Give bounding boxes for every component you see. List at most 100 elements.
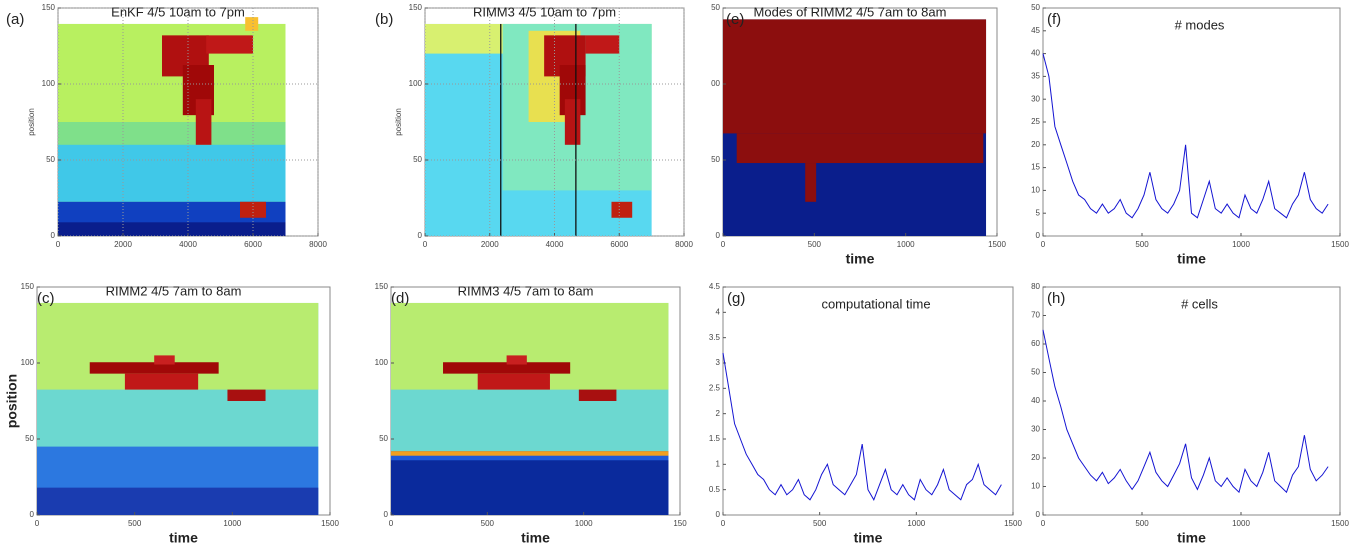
panel-label: (f) bbox=[1047, 11, 1061, 28]
y-tick-label: 70 bbox=[1031, 311, 1040, 320]
y-tick-label: 50 bbox=[711, 3, 720, 12]
chart-title: RIMM3 4/5 10am to 7pm bbox=[473, 4, 616, 19]
chart-title: RIMM3 4/5 7am to 8am bbox=[458, 283, 594, 298]
y-tick-label: 50 bbox=[25, 434, 34, 443]
panel: 0 500 1000 1500 0 5 10 15 20 25 30 35 40 45 50 (f) # mod… bbox=[1031, 3, 1349, 267]
x-axis-label: time bbox=[1177, 530, 1206, 546]
y-tick-label: 30 bbox=[1031, 94, 1040, 103]
panel-label: (g) bbox=[727, 290, 745, 307]
y-tick-label: 0 bbox=[716, 510, 721, 519]
y-tick-label: 4 bbox=[716, 307, 721, 316]
panel: 0 2000 4000 6000 8000 0 50 100 150 (a) EnKF 4/5 10… bbox=[6, 3, 327, 249]
heatmap-region bbox=[154, 355, 175, 365]
y-tick-label: 50 bbox=[1031, 368, 1040, 377]
x-axis-label: time bbox=[1177, 251, 1206, 267]
x-axis-label: time bbox=[169, 530, 198, 546]
x-axis-label: time bbox=[846, 251, 875, 267]
panel: 0 2000 4000 6000 8000 0 50 100 150 (b) RIMM3 4/5 1… bbox=[375, 3, 693, 249]
x-tick-label: 0 bbox=[56, 240, 61, 249]
heatmap-region bbox=[391, 451, 669, 456]
y-tick-label: 40 bbox=[1031, 396, 1040, 405]
heatmap-region bbox=[58, 144, 286, 202]
x-tick-label: 500 bbox=[808, 240, 822, 249]
chart-title: computational time bbox=[821, 296, 930, 311]
x-axis-label: time bbox=[521, 530, 550, 546]
x-tick-label: 0 bbox=[1041, 519, 1046, 528]
heatmap-region bbox=[477, 373, 550, 390]
y-tick-label: 150 bbox=[409, 3, 423, 12]
x-tick-label: 1500 bbox=[321, 519, 339, 528]
x-tick-label: 1000 bbox=[1232, 519, 1250, 528]
plot-area bbox=[1042, 286, 1341, 516]
panel-label: (b) bbox=[375, 11, 393, 28]
heatmap-region bbox=[89, 362, 219, 374]
chart-title: # cells bbox=[1181, 296, 1218, 311]
chart-title: Modes of RIMM2 4/5 7am to 8am bbox=[754, 4, 947, 19]
y-tick-label: 0 bbox=[418, 231, 423, 240]
heatmap-region bbox=[585, 35, 620, 54]
heatmap-region bbox=[575, 23, 577, 237]
y-tick-label: 10 bbox=[1031, 482, 1040, 491]
y-tick-label: 0 bbox=[384, 510, 389, 519]
heatmap-region bbox=[805, 163, 817, 202]
x-tick-label: 1500 bbox=[988, 240, 1006, 249]
y-tick-label: 0 bbox=[1036, 510, 1041, 519]
x-tick-label: 0 bbox=[721, 240, 726, 249]
heatmap-region bbox=[564, 99, 581, 145]
y-tick-label: 1 bbox=[716, 459, 721, 468]
x-tick-label: 6000 bbox=[244, 240, 262, 249]
panel-label: (c) bbox=[37, 290, 55, 307]
chart-title: # modes bbox=[1175, 17, 1225, 32]
x-tick-label: 1500 bbox=[1331, 240, 1349, 249]
plot-area bbox=[722, 286, 1014, 516]
x-tick-label: 500 bbox=[1135, 519, 1149, 528]
y-tick-label: 80 bbox=[1031, 282, 1040, 291]
panel: 0 500 1000 1500 0 10 20 30 40 50 60 70 80 (h) # cells t… bbox=[1031, 282, 1349, 546]
x-tick-label: 1000 bbox=[1232, 240, 1250, 249]
heatmap-region bbox=[500, 23, 502, 237]
x-axis-label: time bbox=[854, 530, 883, 546]
x-tick-label: 500 bbox=[481, 519, 495, 528]
y-tick-label: 50 bbox=[379, 434, 388, 443]
y-tick-label: 100 bbox=[375, 358, 389, 367]
y-tick-label: 150 bbox=[42, 3, 56, 12]
y-tick-label: 50 bbox=[413, 155, 422, 164]
y-tick-label: 0.5 bbox=[709, 485, 721, 494]
x-tick-label: 0 bbox=[423, 240, 428, 249]
y-axis-label: position bbox=[4, 374, 20, 428]
heatmap-region bbox=[391, 460, 669, 515]
y-tick-label: 45 bbox=[1031, 26, 1040, 35]
x-tick-label: 1000 bbox=[575, 519, 593, 528]
y-tick-label: 5 bbox=[1036, 208, 1041, 217]
y-tick-label: 50 bbox=[1031, 3, 1040, 12]
chart-title: EnKF 4/5 10am to 7pm bbox=[111, 4, 245, 19]
panel: 0 500 1000 1500 0 0.5 1 1.5 2 2.5 3 3.5 4 4.5 (g) compu… bbox=[709, 282, 1023, 546]
x-tick-label: 1000 bbox=[907, 519, 925, 528]
y-tick-label: 0 bbox=[30, 510, 35, 519]
y-axis-label: position bbox=[394, 108, 403, 136]
y-tick-label: 4.5 bbox=[709, 282, 721, 291]
y-tick-label: 100 bbox=[21, 358, 35, 367]
data-line bbox=[1042, 53, 1329, 219]
x-tick-label: 0 bbox=[1041, 240, 1046, 249]
panel-label: (h) bbox=[1047, 290, 1065, 307]
y-tick-label: 150 bbox=[21, 282, 35, 291]
x-tick-label: 500 bbox=[813, 519, 827, 528]
panel-label: (e) bbox=[726, 11, 744, 28]
data-line bbox=[1042, 329, 1329, 494]
y-tick-label: 40 bbox=[1031, 49, 1040, 58]
y-tick-label: 35 bbox=[1031, 72, 1040, 81]
panel-label: (d) bbox=[391, 290, 409, 307]
y-tick-label: 3 bbox=[716, 358, 721, 367]
y-tick-label: 150 bbox=[375, 282, 389, 291]
heatmap-region bbox=[723, 19, 987, 134]
plot-area bbox=[1042, 7, 1341, 237]
x-tick-label: 0 bbox=[721, 519, 726, 528]
x-tick-label: 0 bbox=[35, 519, 40, 528]
x-tick-label: 500 bbox=[128, 519, 142, 528]
x-tick-label: 150 bbox=[673, 519, 687, 528]
x-tick-label: 4000 bbox=[546, 240, 564, 249]
heatmap-region bbox=[736, 133, 984, 164]
